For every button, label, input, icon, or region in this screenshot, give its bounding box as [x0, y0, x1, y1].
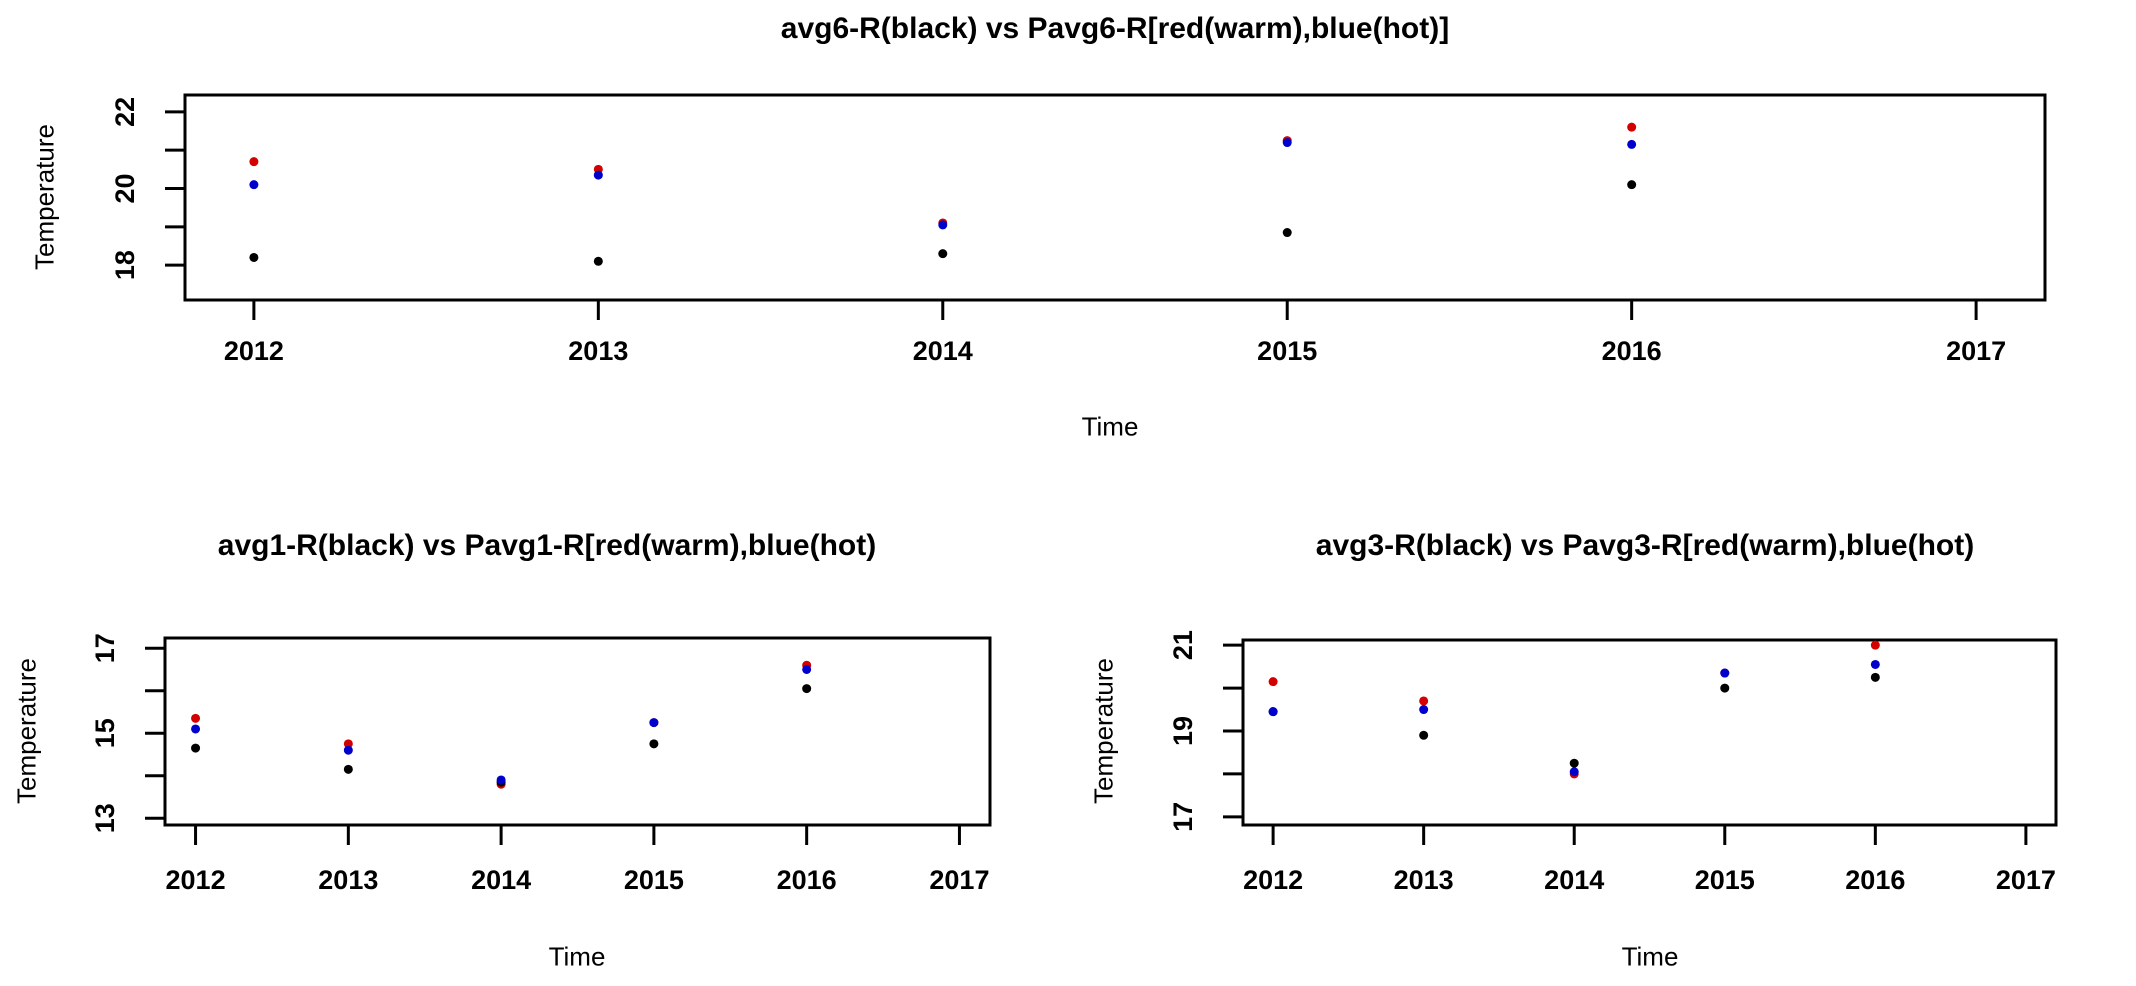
point-avg1-2013-black	[343, 764, 353, 774]
point-avg3-2016-black	[1870, 672, 1880, 682]
x-tick-label-avg6: 2012	[224, 336, 284, 366]
x-tick-label-avg3: 2017	[1996, 865, 2056, 895]
point-avg3-2012-red	[1268, 677, 1278, 687]
point-avg3-2016-red	[1870, 640, 1880, 650]
point-avg6-2013-black	[593, 256, 603, 266]
point-avg6-2016-red	[1627, 122, 1637, 132]
point-avg6-2016-black	[1627, 180, 1637, 190]
point-avg1-2016-blue	[802, 664, 812, 674]
point-avg1-2015-black	[649, 739, 659, 749]
x-tick-label-avg1: 2013	[318, 865, 378, 895]
point-avg1-2013-red	[343, 739, 353, 749]
point-avg6-2012-black	[249, 252, 259, 262]
point-avg6-2012-blue	[249, 180, 259, 190]
point-avg1-2016-black	[802, 684, 812, 694]
point-avg6-2015-black	[1282, 228, 1292, 238]
x-tick-label-avg1: 2014	[471, 865, 531, 895]
point-avg1-2012-blue	[191, 724, 201, 734]
x-tick-label-avg1: 2016	[777, 865, 837, 895]
y-tick-label-avg3: 19	[1168, 716, 1198, 746]
x-tick-label-avg3: 2016	[1845, 865, 1905, 895]
chart-title-avg6: avg6-R(black) vs Pavg6-R[red(warm),blue(…	[780, 12, 1450, 45]
x-tick-label-avg1: 2017	[929, 865, 989, 895]
point-avg3-2014-blue	[1569, 767, 1579, 777]
x-axis-label-avg3: Time	[1621, 941, 1679, 972]
x-axis-label-avg1: Time	[548, 941, 606, 972]
point-avg6-2014-black	[938, 249, 948, 259]
plot-frame-avg6	[183, 93, 2047, 302]
point-avg3-2016-blue	[1870, 659, 1880, 669]
chart-title-avg3: avg3-R(black) vs Pavg3-R[red(warm),blue(…	[1315, 529, 1975, 562]
plot-frame-avg3	[1241, 638, 2058, 827]
x-tick-label-avg1: 2012	[166, 865, 226, 895]
x-tick-label-avg6: 2014	[913, 336, 973, 366]
point-avg3-2012-blue	[1268, 707, 1278, 717]
x-tick-label-avg3: 2012	[1243, 865, 1303, 895]
chart-avg6: 2012 2013 2014 2015 2016 2017 18 20 22	[110, 93, 2047, 366]
point-avg6-2013-blue	[593, 170, 603, 180]
y-tick-label-avg1: 17	[90, 633, 120, 663]
chart-avg3: 2012 2013 2014 2015 2016 2017 17 19 21	[1168, 630, 2058, 895]
chart-avg1: 2012 2013 2014 2015 2016 2017 13 15 17	[90, 633, 992, 895]
x-tick-label-avg6: 2015	[1257, 336, 1317, 366]
y-tick-label-avg1: 13	[90, 803, 120, 833]
x-axis-label-avg6: Time	[1081, 411, 1139, 442]
point-avg1-2013-blue	[343, 745, 353, 755]
point-avg1-2015-blue	[649, 718, 659, 728]
point-avg6-2016-blue	[1627, 139, 1637, 149]
x-tick-label-avg1: 2015	[624, 865, 684, 895]
point-avg1-2012-black	[191, 743, 201, 753]
y-tick-label-avg6: 20	[110, 173, 140, 203]
y-tick-label-avg1: 15	[90, 718, 120, 748]
point-avg6-2014-blue	[938, 220, 948, 230]
point-avg3-2014-black	[1569, 758, 1579, 768]
chart-title-avg1: avg1-R(black) vs Pavg1-R[red(warm),blue(…	[217, 529, 877, 562]
plot-frame-avg1	[163, 636, 992, 827]
point-avg3-2015-black	[1720, 683, 1730, 693]
point-avg1-2014-blue	[496, 775, 506, 785]
y-tick-label-avg3: 21	[1168, 630, 1198, 660]
y-tick-label-avg6: 18	[110, 250, 140, 280]
x-tick-label-avg3: 2015	[1695, 865, 1755, 895]
point-avg1-2012-red	[191, 713, 201, 723]
y-tick-label-avg6: 22	[110, 97, 140, 127]
x-tick-label-avg6: 2017	[1946, 336, 2006, 366]
point-avg3-2013-black	[1419, 730, 1429, 740]
point-avg6-2012-red	[249, 157, 259, 167]
point-avg6-2015-blue	[1282, 138, 1292, 148]
x-tick-label-avg6: 2013	[568, 336, 628, 366]
point-avg3-2013-red	[1419, 696, 1429, 706]
x-tick-label-avg3: 2013	[1394, 865, 1454, 895]
point-avg3-2015-blue	[1720, 668, 1730, 678]
x-tick-label-avg6: 2016	[1602, 336, 1662, 366]
x-tick-label-avg3: 2014	[1544, 865, 1604, 895]
point-avg3-2013-blue	[1419, 705, 1429, 715]
y-tick-label-avg3: 17	[1168, 802, 1198, 832]
